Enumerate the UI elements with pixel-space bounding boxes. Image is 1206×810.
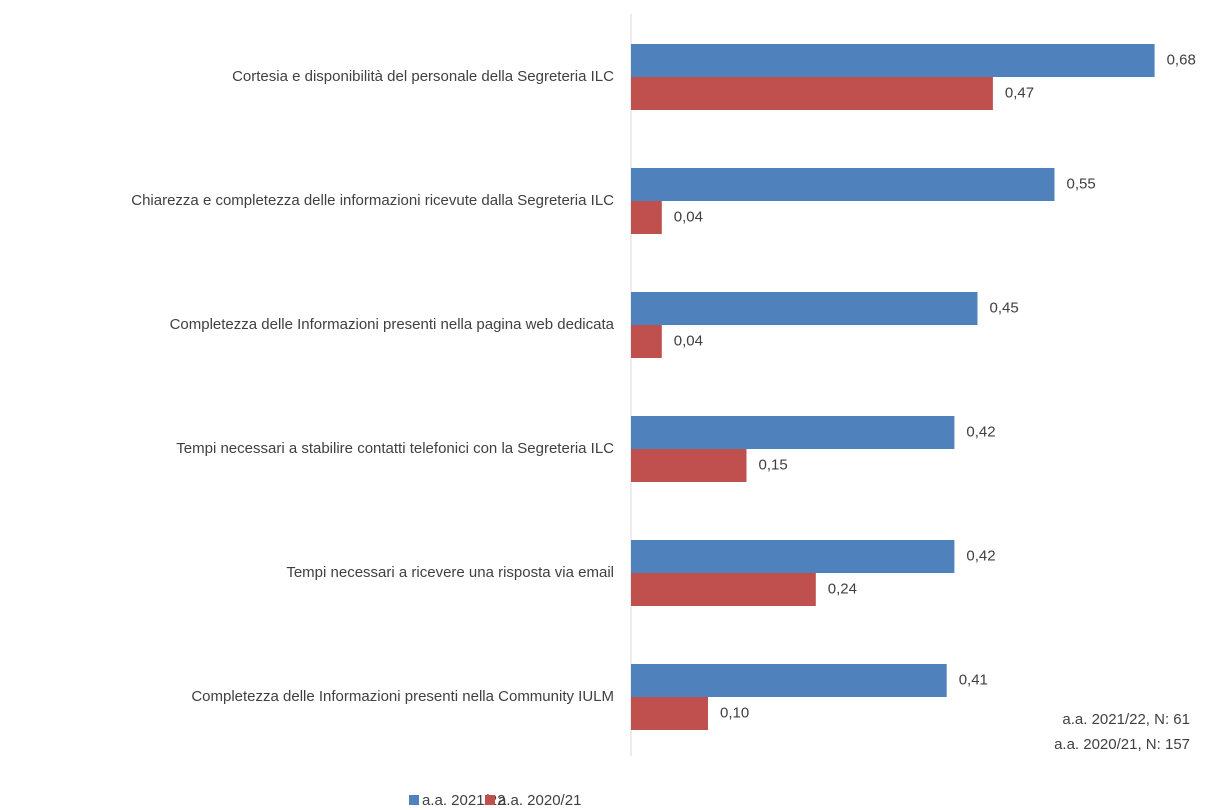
value-label: 0,10 — [720, 704, 749, 721]
bar — [631, 540, 955, 573]
bar — [631, 77, 993, 110]
value-label: 0,15 — [759, 456, 788, 473]
value-label: 0,47 — [1005, 84, 1034, 101]
legend-swatch — [485, 795, 495, 805]
annotation: a.a. 2020/21, N: 157 — [1054, 736, 1190, 753]
bar — [631, 292, 978, 325]
value-label: 0,45 — [990, 299, 1019, 316]
y-tick-label: Tempi necessari a stabilire contatti tel… — [176, 440, 614, 457]
bar — [631, 573, 816, 606]
bar — [631, 449, 747, 482]
value-label: 0,04 — [674, 208, 703, 225]
bar — [631, 664, 947, 697]
bar — [631, 325, 662, 358]
y-tick-label: Chiarezza e completezza delle informazio… — [131, 192, 614, 209]
legend-swatch — [409, 795, 419, 805]
legend-label: a.a. 2021/22 — [422, 792, 505, 809]
bar — [631, 168, 1055, 201]
legend-label: a.a. 2020/21 — [498, 792, 581, 809]
value-label: 0,55 — [1067, 175, 1096, 192]
value-label: 0,04 — [674, 332, 703, 349]
bar — [631, 201, 662, 234]
annotation: a.a. 2021/22, N: 61 — [1062, 711, 1190, 728]
value-label: 0,41 — [959, 671, 988, 688]
bar — [631, 44, 1155, 77]
y-tick-label: Completezza delle Informazioni presenti … — [170, 316, 615, 333]
y-tick-label: Cortesia e disponibilità del personale d… — [232, 68, 614, 85]
value-label: 0,68 — [1167, 51, 1196, 68]
bar — [631, 416, 955, 449]
value-label: 0,42 — [966, 547, 995, 564]
value-label: 0,24 — [828, 580, 857, 597]
y-tick-label: Tempi necessari a ricevere una risposta … — [286, 564, 614, 581]
y-tick-label: Completezza delle Informazioni presenti … — [191, 688, 614, 705]
value-label: 0,42 — [966, 423, 995, 440]
bar — [631, 697, 708, 730]
